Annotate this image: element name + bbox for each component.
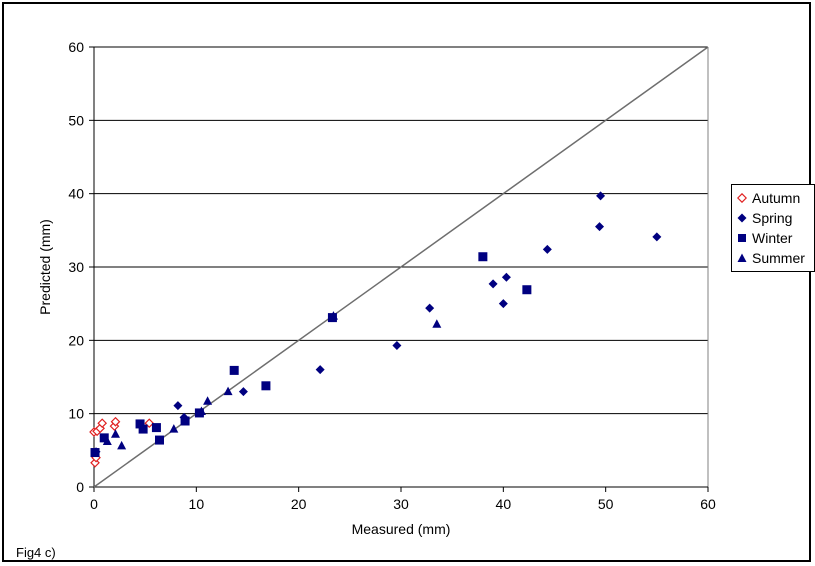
winter-point xyxy=(522,285,532,295)
x-tick-label: 0 xyxy=(90,496,98,512)
summer-point xyxy=(102,436,112,446)
legend-label-summer: Summer xyxy=(752,250,805,266)
y-axis-title: Predicted (mm) xyxy=(37,219,53,315)
autumn-point xyxy=(97,418,108,429)
winter-point xyxy=(180,416,190,426)
y-tick-label: 0 xyxy=(76,479,84,495)
spring-point xyxy=(498,299,508,309)
y-tick-label: 50 xyxy=(68,112,84,128)
summer-point xyxy=(328,311,338,320)
winter-point xyxy=(154,435,164,445)
legend-label-winter: Winter xyxy=(752,230,793,246)
x-tick-label: 30 xyxy=(393,496,409,512)
x-tick-label: 50 xyxy=(598,496,614,512)
spring-point xyxy=(315,365,325,375)
diamond-marker-icon xyxy=(736,212,748,224)
y-tick-label: 30 xyxy=(68,259,84,275)
winter-point xyxy=(138,424,148,434)
y-tick-label: 60 xyxy=(68,39,84,55)
spring-point xyxy=(595,222,605,232)
summer-point xyxy=(110,429,120,438)
x-axis-title: Measured (mm) xyxy=(352,521,451,537)
spring-point xyxy=(542,244,552,254)
winter-point xyxy=(135,419,145,429)
legend-label-autumn: Autumn xyxy=(752,190,801,206)
spring-point xyxy=(501,272,511,282)
legend-label-spring: Spring xyxy=(752,210,793,226)
summer-point xyxy=(117,440,127,450)
winter-point xyxy=(261,381,271,391)
legend-item-autumn: Autumn xyxy=(736,188,814,208)
open-diamond-marker-icon xyxy=(736,192,748,204)
legend-item-summer: Summer xyxy=(736,248,814,268)
square-marker-icon xyxy=(736,232,748,244)
triangle-marker-icon xyxy=(736,252,748,264)
legend-item-spring: Spring xyxy=(736,208,814,228)
winter-point xyxy=(229,365,239,375)
y-tick-label: 10 xyxy=(68,406,84,422)
y-tick-label: 40 xyxy=(68,186,84,202)
spring-point xyxy=(652,232,662,242)
x-tick-label: 10 xyxy=(189,496,205,512)
chart-legend: Autumn Spring Winter Summer xyxy=(731,184,815,272)
spring-point xyxy=(173,401,183,411)
winter-point xyxy=(478,252,488,262)
spring-point xyxy=(488,279,498,289)
summer-point xyxy=(203,396,213,405)
x-tick-label: 60 xyxy=(700,496,716,512)
spring-point xyxy=(596,191,606,201)
figure-label: Fig4 c) xyxy=(16,545,56,560)
spring-point xyxy=(392,340,402,350)
winter-point xyxy=(90,448,100,458)
spring-point xyxy=(238,387,248,397)
winter-point xyxy=(151,423,161,433)
autumn-point xyxy=(110,416,121,427)
legend-item-winter: Winter xyxy=(736,228,814,248)
summer-point xyxy=(169,424,179,433)
x-tick-label: 40 xyxy=(496,496,512,512)
scatter-chart: 0 10 20 30 40 50 60 0 10 20 30 40 50 60 Measured (mm) P… xyxy=(37,39,716,537)
spring-point xyxy=(425,303,435,313)
x-tick-label: 20 xyxy=(291,496,307,512)
summer-point xyxy=(223,386,233,396)
summer-point xyxy=(196,406,206,415)
y-tick-label: 20 xyxy=(68,332,84,348)
summer-point xyxy=(432,319,442,328)
winter-point xyxy=(99,433,109,443)
